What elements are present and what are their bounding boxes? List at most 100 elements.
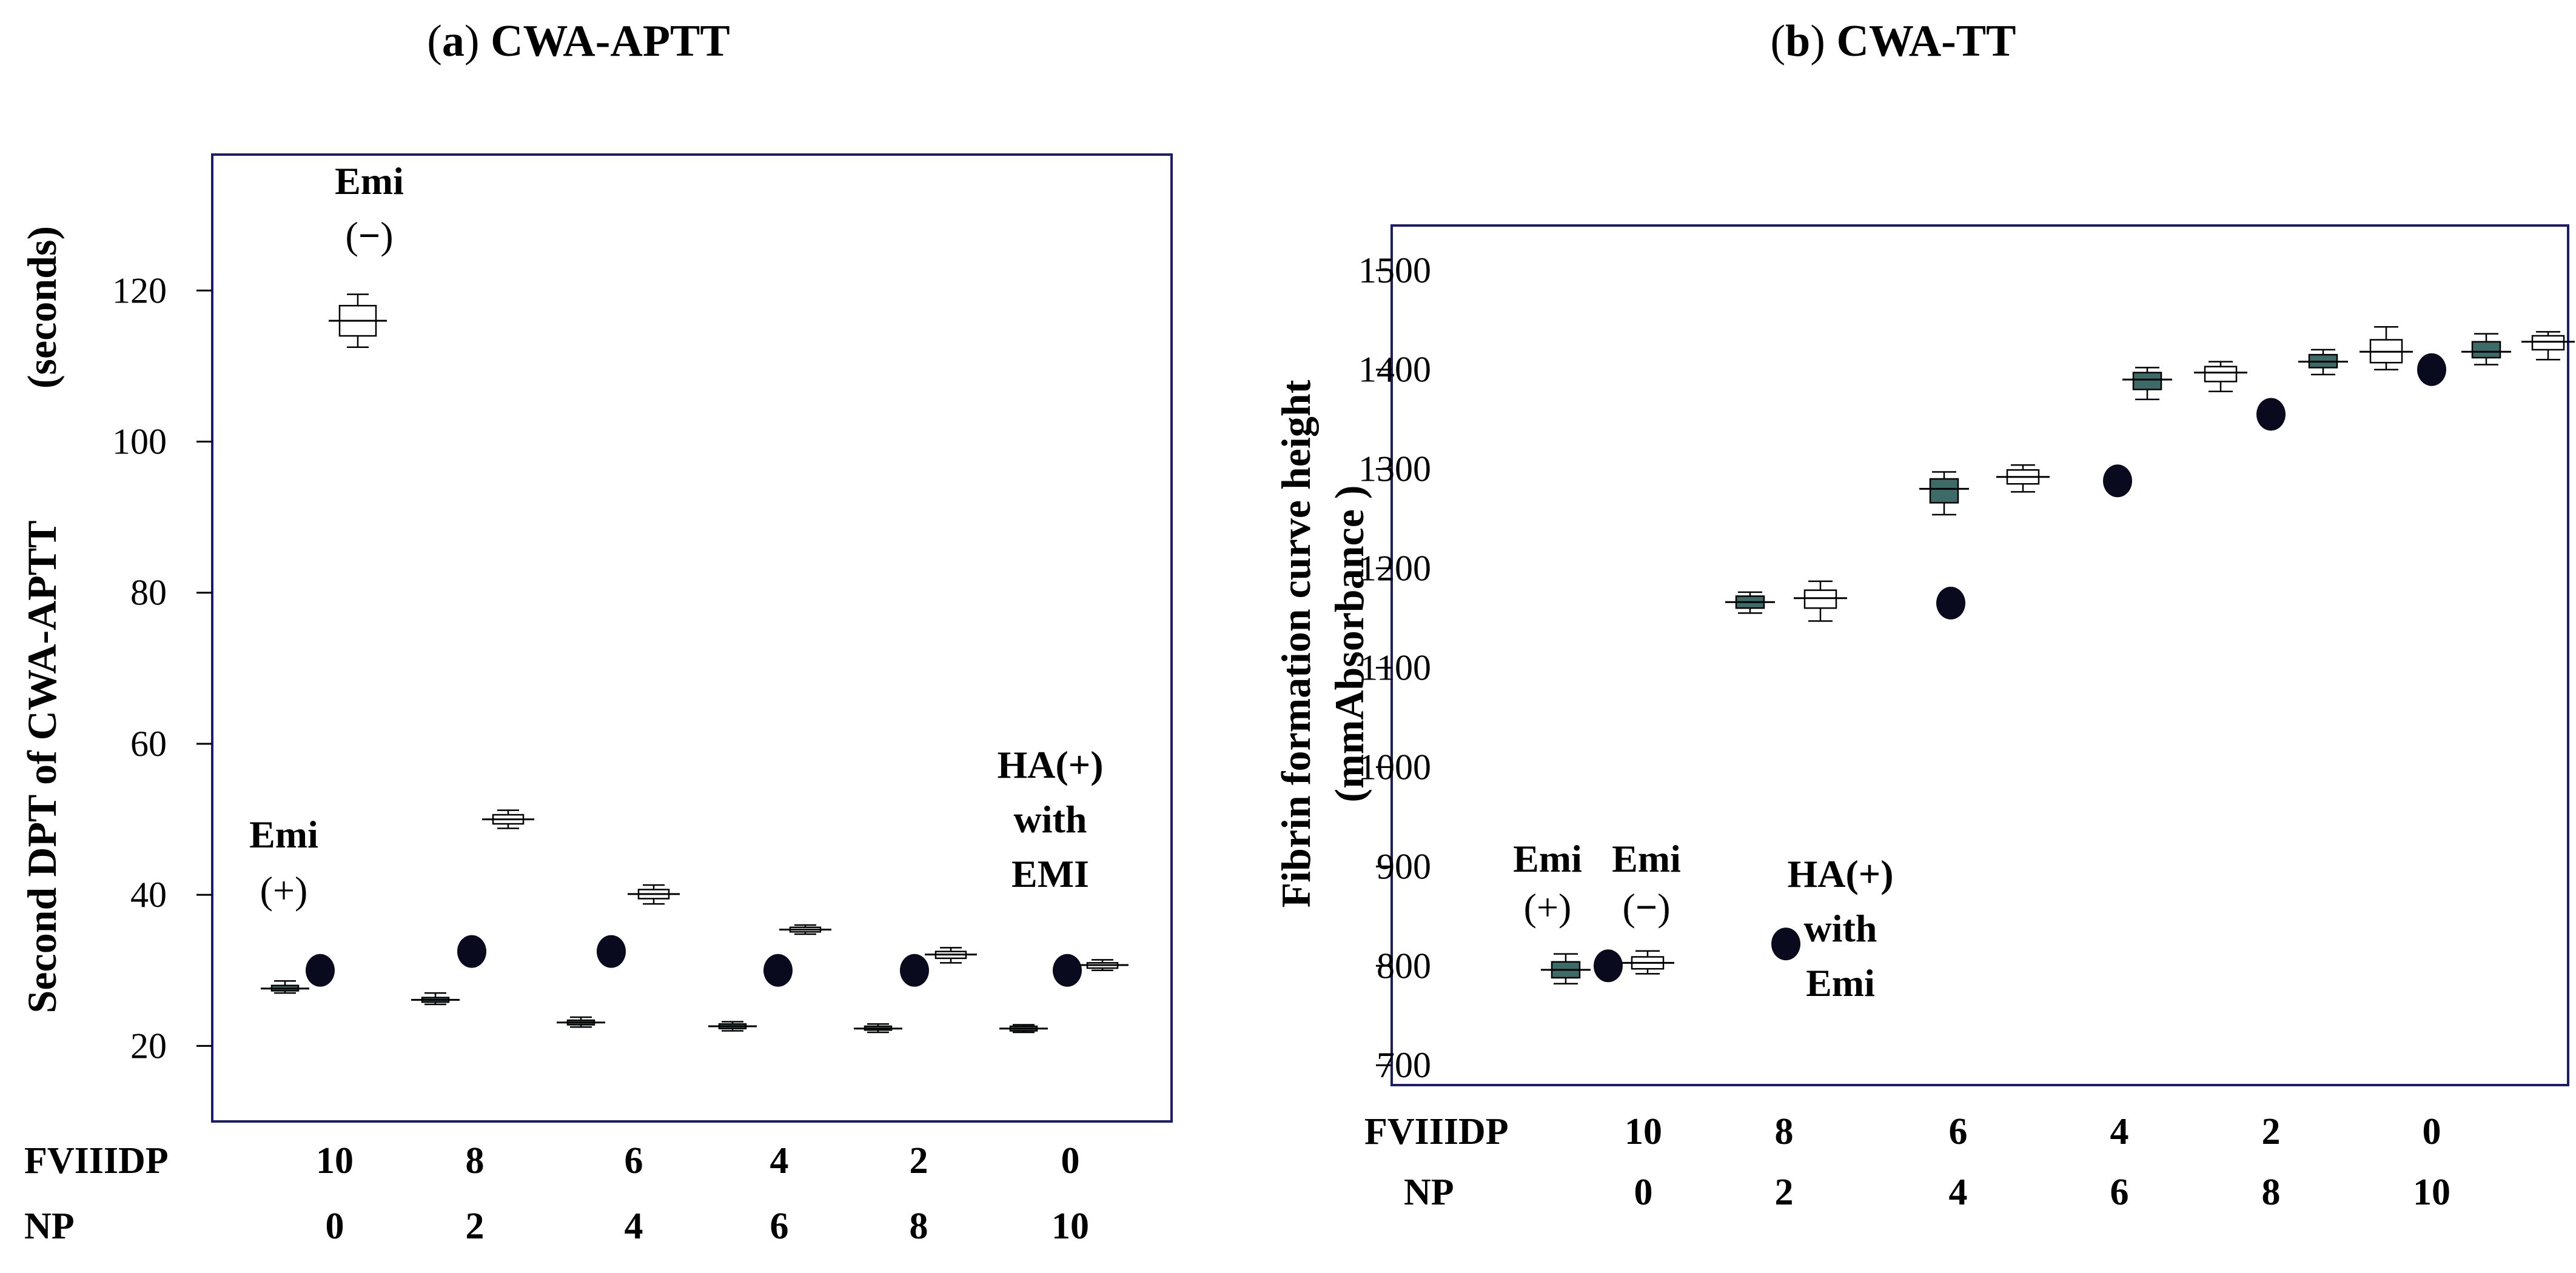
box-iqr <box>2204 366 2238 383</box>
box-iqr <box>1929 478 1959 504</box>
fviiidp-value: 4 <box>770 1140 789 1181</box>
panel-b-ha-label-line1: HA(+) <box>1787 852 1893 895</box>
box-emi-minus <box>329 293 387 349</box>
fviiidp-value: 6 <box>625 1140 643 1181</box>
panel-b-fviiidp-row-label: FVIIIDP <box>1364 1111 1509 1152</box>
y-tick-label: 700 <box>1377 1045 1431 1085</box>
np-value: 8 <box>2262 1172 2281 1213</box>
box-emi-minus <box>1621 950 1674 975</box>
y-tick-label: 1000 <box>1358 747 1431 787</box>
panel-a-np-row-label: NP <box>24 1206 75 1247</box>
y-tick-label: 60 <box>130 724 167 764</box>
y-tick-label: 120 <box>112 270 167 310</box>
panel-a-category-labels: 10 0 8 2 6 4 4 6 2 8 0 10 <box>316 1140 1089 1247</box>
panel-b-y-ticks: 700 800 900 1000 1100 1200 1300 1400 1500 <box>1358 250 1431 1085</box>
panel-a-emi-plus-label: Emi <box>249 813 318 856</box>
fviiidp-value: 0 <box>2423 1111 2441 1152</box>
panel-a-emi-plus-sign: (+) <box>260 869 308 912</box>
panel-a-ha-label-line2: with <box>1014 798 1087 841</box>
panel-a-y-axis-units: (seconds) <box>19 226 65 389</box>
panel-b-boxes <box>1541 326 2575 985</box>
y-tick-label: 900 <box>1377 846 1431 886</box>
fviiidp-value: 0 <box>1061 1140 1080 1181</box>
panel-b-emi-plus-label: Emi <box>1513 837 1582 880</box>
box-emi-minus <box>925 947 977 964</box>
panel-a-plot-frame <box>211 153 1173 1123</box>
panel-b-emi-plus-sign: (+) <box>1524 886 1572 929</box>
box-emi-minus <box>779 924 831 935</box>
panel-a-emi-minus-sign: (−) <box>345 214 393 257</box>
y-tick-label: 80 <box>130 573 167 613</box>
y-tick-label: 1200 <box>1358 549 1431 589</box>
ha-emi-marker <box>1936 586 1965 620</box>
fviiidp-value: 10 <box>1625 1111 1662 1152</box>
box-iqr <box>2531 335 2565 351</box>
box-emi-minus <box>1794 580 1847 622</box>
panel-b-title: (b) CWA-TT <box>1770 16 2016 66</box>
box-emi-plus <box>261 980 309 994</box>
panel-a-fviiidp-row-label: FVIIIDP <box>24 1140 169 1181</box>
panel-a-markers <box>306 935 1082 987</box>
y-tick-label: 40 <box>130 875 167 915</box>
box-emi-plus <box>2298 349 2348 376</box>
y-tick-label: 100 <box>112 422 167 462</box>
box-emi-plus <box>854 1023 902 1034</box>
panel-b-category-labels: 10 0 8 2 6 4 4 6 2 8 0 10 <box>1625 1111 2450 1213</box>
panel-a-ha-label-line1: HA(+) <box>997 743 1103 786</box>
box-emi-plus <box>1919 471 1969 516</box>
panel-b-y-axis-label: Fibrin formation curve height <box>1273 379 1319 907</box>
panel-a-y-ticks: 20 40 60 80 100 120 <box>112 270 212 1066</box>
box-emi-minus <box>2521 331 2575 361</box>
panel-a-ha-label-line3: EMI <box>1011 852 1089 895</box>
box-emi-plus <box>708 1021 757 1032</box>
box-emi-plus <box>1541 953 1591 985</box>
box-emi-minus <box>628 884 680 905</box>
panel-b-plot-frame <box>1390 224 2569 1086</box>
np-value: 0 <box>326 1206 344 1247</box>
box-emi-minus <box>2194 361 2247 393</box>
box-iqr <box>1803 589 1837 609</box>
box-emi-plus <box>2122 367 2172 401</box>
panel-a-y-axis-label: Second DPT of CWA-APTT <box>19 521 65 1014</box>
ha-emi-marker <box>1053 954 1082 987</box>
box-iqr <box>2132 372 2162 390</box>
np-value: 10 <box>2413 1172 2450 1213</box>
panel-b-emi-minus-label: Emi <box>1612 837 1681 880</box>
y-tick-label: 20 <box>130 1026 167 1066</box>
box-emi-minus <box>1996 464 2050 493</box>
y-tick-label: 1400 <box>1358 350 1431 390</box>
y-tick-label: 800 <box>1377 946 1431 986</box>
ha-emi-marker <box>597 935 626 968</box>
y-tick-label: 1300 <box>1358 449 1431 489</box>
fviiidp-value: 4 <box>2110 1111 2129 1152</box>
y-tick-label: 1100 <box>1360 647 1431 687</box>
panel-a-title: (a) CWA-APTT <box>427 16 730 66</box>
panel-a-emi-minus-label: Emi <box>335 159 404 202</box>
ha-emi-marker <box>457 935 486 968</box>
np-value: 2 <box>466 1206 485 1247</box>
panel-b-np-row-label: NP <box>1404 1172 1454 1213</box>
box-iqr <box>2471 341 2501 359</box>
np-value: 4 <box>1949 1172 1968 1213</box>
panel-b-emi-minus-sign: (−) <box>1622 886 1670 929</box>
ha-emi-marker <box>2417 353 2446 386</box>
panel-b-y-axis-units: (mmAbsorbance ) <box>1326 485 1372 802</box>
panel-b-markers <box>1594 353 2446 983</box>
fviiidp-value: 8 <box>1775 1111 1794 1152</box>
ha-emi-marker <box>763 954 793 987</box>
np-value: 10 <box>1052 1206 1089 1247</box>
box-emi-plus <box>557 1016 605 1028</box>
np-value: 0 <box>1634 1172 1653 1213</box>
fviiidp-value: 2 <box>910 1140 928 1181</box>
box-emi-minus <box>482 809 534 829</box>
box-emi-plus <box>2461 333 2511 366</box>
np-value: 8 <box>910 1206 928 1247</box>
ha-emi-marker <box>1594 949 1623 983</box>
np-value: 6 <box>770 1206 789 1247</box>
panel-b-ha-label-line3: Emi <box>1806 961 1875 1004</box>
box-emi-minus <box>2360 326 2413 370</box>
box-emi-plus <box>411 992 460 1006</box>
panel-a-boxes <box>261 293 1129 1034</box>
